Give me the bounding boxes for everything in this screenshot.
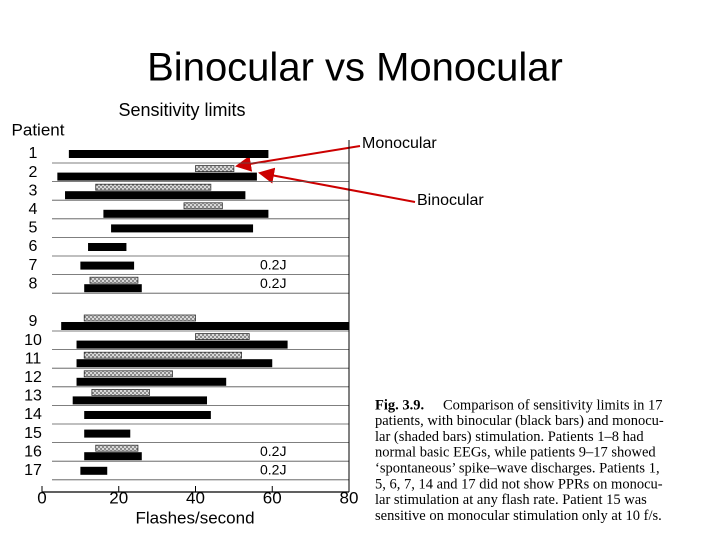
category-label: 16 <box>24 443 42 460</box>
binocular-bar <box>65 191 246 200</box>
monocular-bar <box>195 165 235 173</box>
binocular-bar <box>84 429 131 438</box>
binocular-bar <box>103 209 269 218</box>
category-label: 1 <box>29 145 38 162</box>
category-label: 13 <box>24 388 42 405</box>
row-label: 0.2J <box>260 256 286 272</box>
monocular-bar <box>195 333 250 341</box>
x-tick-label: 40 <box>186 488 205 507</box>
monocular-bar <box>95 183 212 191</box>
category-label: 3 <box>29 182 38 199</box>
caption-line: Comparison of sensitivity limits in 17 <box>443 397 663 413</box>
category-label: 6 <box>29 238 38 255</box>
monocular-bar <box>95 444 139 452</box>
binocular-bar <box>80 466 108 475</box>
x-tick-label: 0 <box>37 488 46 507</box>
x-tick-label: 80 <box>340 488 359 507</box>
slide-title: Binocular vs Monocular <box>147 46 563 90</box>
caption-label: Fig. 3.9. <box>375 397 424 413</box>
binocular-bar <box>61 322 349 330</box>
category-label: 7 <box>29 257 38 274</box>
binocular-bar <box>84 284 142 293</box>
category-label: 4 <box>29 201 38 218</box>
caption-line: normal basic EEGs, while patients 9–17 s… <box>375 445 656 461</box>
binocular-bar <box>84 411 211 419</box>
binocular-bar <box>84 452 142 461</box>
arrow <box>258 167 416 203</box>
category-label: 2 <box>29 164 38 181</box>
monocular-bar <box>83 351 242 359</box>
annotation: Binocular <box>417 192 484 209</box>
binocular-bar <box>57 172 257 181</box>
monocular-bar <box>91 388 150 396</box>
binocular-bar <box>111 224 254 233</box>
binocular-bar <box>76 359 273 368</box>
x-axis-title: Flashes/second <box>135 508 254 527</box>
x-tick-label: 20 <box>109 488 128 507</box>
category-label: 11 <box>25 350 42 367</box>
category-axis-title: Patient <box>12 120 65 139</box>
binocular-bar <box>80 261 135 270</box>
caption: Fig. 3.9. Comparison of sensitivity limi… <box>375 397 664 524</box>
monocular-bar <box>83 370 173 378</box>
caption-line: 5, 6, 7, 14 and 17 did not show PPRs on … <box>375 476 663 492</box>
caption-line: ‘spontaneous’ spike–wave discharges. Pat… <box>375 461 660 477</box>
annotation: Monocular <box>362 135 437 152</box>
caption-line: sensitive on monocular stimulation only … <box>375 508 662 524</box>
binocular-bar <box>76 340 288 349</box>
category-label: 8 <box>29 275 38 292</box>
category-label: 10 <box>24 332 42 349</box>
caption-line: lar stimulation at any flash rate. Patie… <box>375 492 647 508</box>
category-label: 15 <box>24 425 42 442</box>
monocular-bar <box>183 202 223 210</box>
binocular-bar <box>76 377 227 386</box>
category-label: 9 <box>29 313 38 330</box>
binocular-bar <box>72 396 208 405</box>
monocular-bar <box>83 314 196 322</box>
row-label: 0.2J <box>260 462 286 478</box>
binocular-bar <box>68 150 269 158</box>
row-label: 0.2J <box>260 443 286 459</box>
binocular-bar <box>88 243 127 251</box>
monocular-bar <box>89 276 139 284</box>
caption-line: patients, with binocular (black bars) an… <box>375 413 664 429</box>
category-label: 17 <box>24 462 42 479</box>
category-label: 14 <box>24 406 42 423</box>
row-label: 0.2J <box>260 275 286 291</box>
x-tick-label: 60 <box>263 488 282 507</box>
chart-title: Sensitivity limits <box>118 100 245 120</box>
category-label: 5 <box>29 220 38 237</box>
caption-line: lar (shaded bars) stimulation. Patients … <box>375 429 644 445</box>
category-label: 12 <box>24 369 42 386</box>
